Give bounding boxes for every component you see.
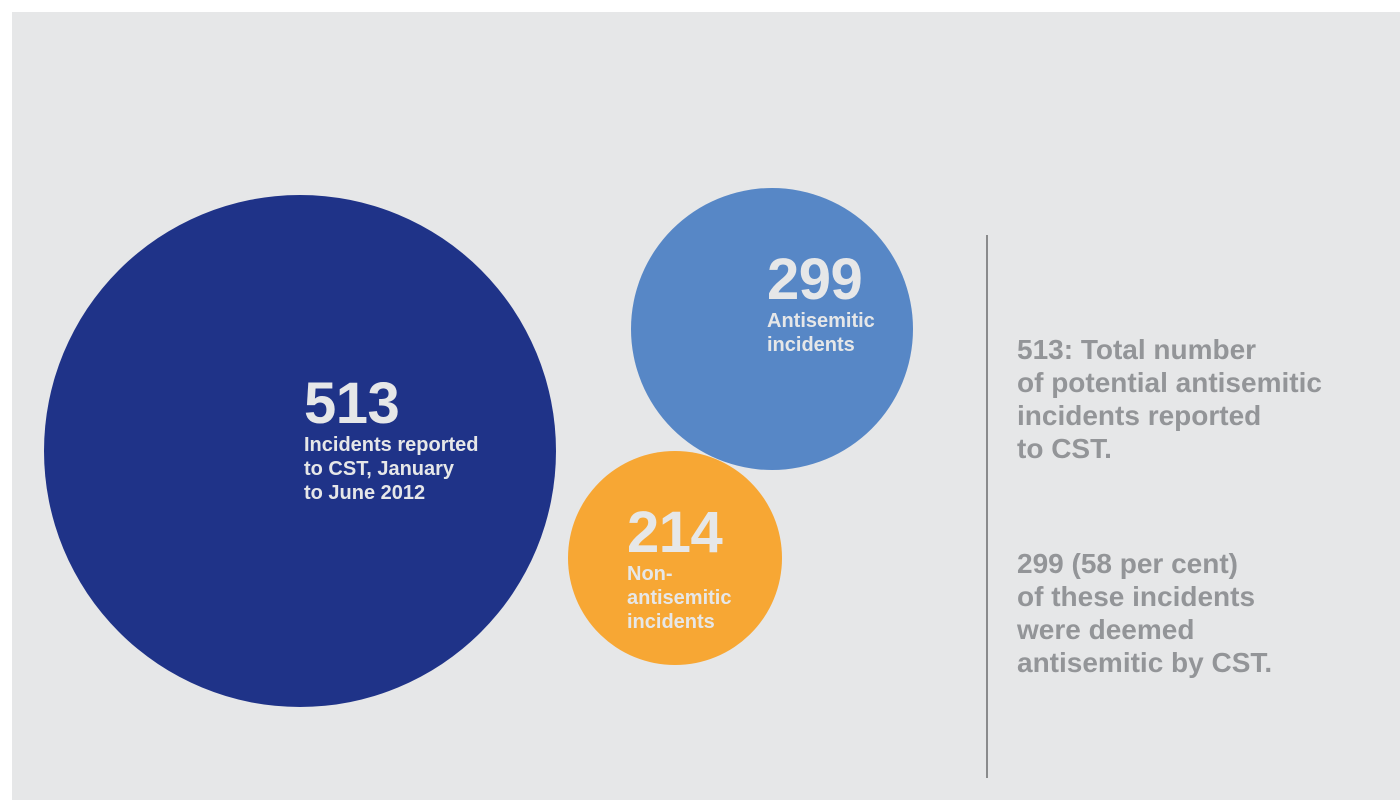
summary-line: 299 (58 per cent) bbox=[1017, 548, 1238, 579]
summary-line: to CST. bbox=[1017, 433, 1112, 464]
summary-line: were deemed bbox=[1017, 614, 1195, 645]
total-description-line: to CST, January bbox=[304, 458, 455, 480]
non-antisemitic-description-line: Non- bbox=[627, 563, 673, 585]
summary-line: antisemitic by CST. bbox=[1017, 647, 1273, 678]
summary-line: of these incidents bbox=[1017, 581, 1256, 612]
non-antisemitic-description-line: antisemitic bbox=[627, 587, 732, 609]
summary-paragraph-2: 299 (58 per cent) of these incidents wer… bbox=[1017, 547, 1272, 679]
vertical-divider bbox=[986, 235, 988, 778]
total-description: Incidents reported to CST, January to Ju… bbox=[304, 433, 478, 505]
total-description-line: to June 2012 bbox=[304, 482, 426, 504]
bubble-non-antisemitic-text: 214 Non- antisemitic incidents bbox=[627, 504, 731, 634]
bubble-total-text: 513 Incidents reported to CST, January t… bbox=[304, 375, 478, 505]
antisemitic-description-line: incidents bbox=[767, 334, 855, 356]
bubble-non-antisemitic-incidents bbox=[568, 451, 782, 665]
bubble-antisemitic-incidents bbox=[631, 188, 913, 470]
non-antisemitic-value-label: 214 bbox=[627, 500, 723, 565]
summary-line: of potential antisemitic bbox=[1017, 367, 1322, 398]
antisemitic-value-label: 299 bbox=[767, 247, 863, 312]
non-antisemitic-description-line: incidents bbox=[627, 611, 715, 633]
summary-line: 513: Total number bbox=[1017, 334, 1257, 365]
antisemitic-description: Antisemitic incidents bbox=[767, 309, 875, 357]
total-value-label: 513 bbox=[304, 371, 400, 436]
summary-line: incidents reported bbox=[1017, 400, 1262, 431]
total-description-line: Incidents reported bbox=[304, 434, 479, 456]
non-antisemitic-description: Non- antisemitic incidents bbox=[627, 562, 731, 634]
bubble-total-incidents bbox=[44, 195, 556, 707]
bubble-antisemitic-text: 299 Antisemitic incidents bbox=[767, 251, 875, 357]
summary-paragraph-1: 513: Total number of potential antisemit… bbox=[1017, 333, 1322, 465]
antisemitic-description-line: Antisemitic bbox=[767, 310, 875, 332]
infographic-panel: 513 Incidents reported to CST, January t… bbox=[12, 12, 1400, 800]
